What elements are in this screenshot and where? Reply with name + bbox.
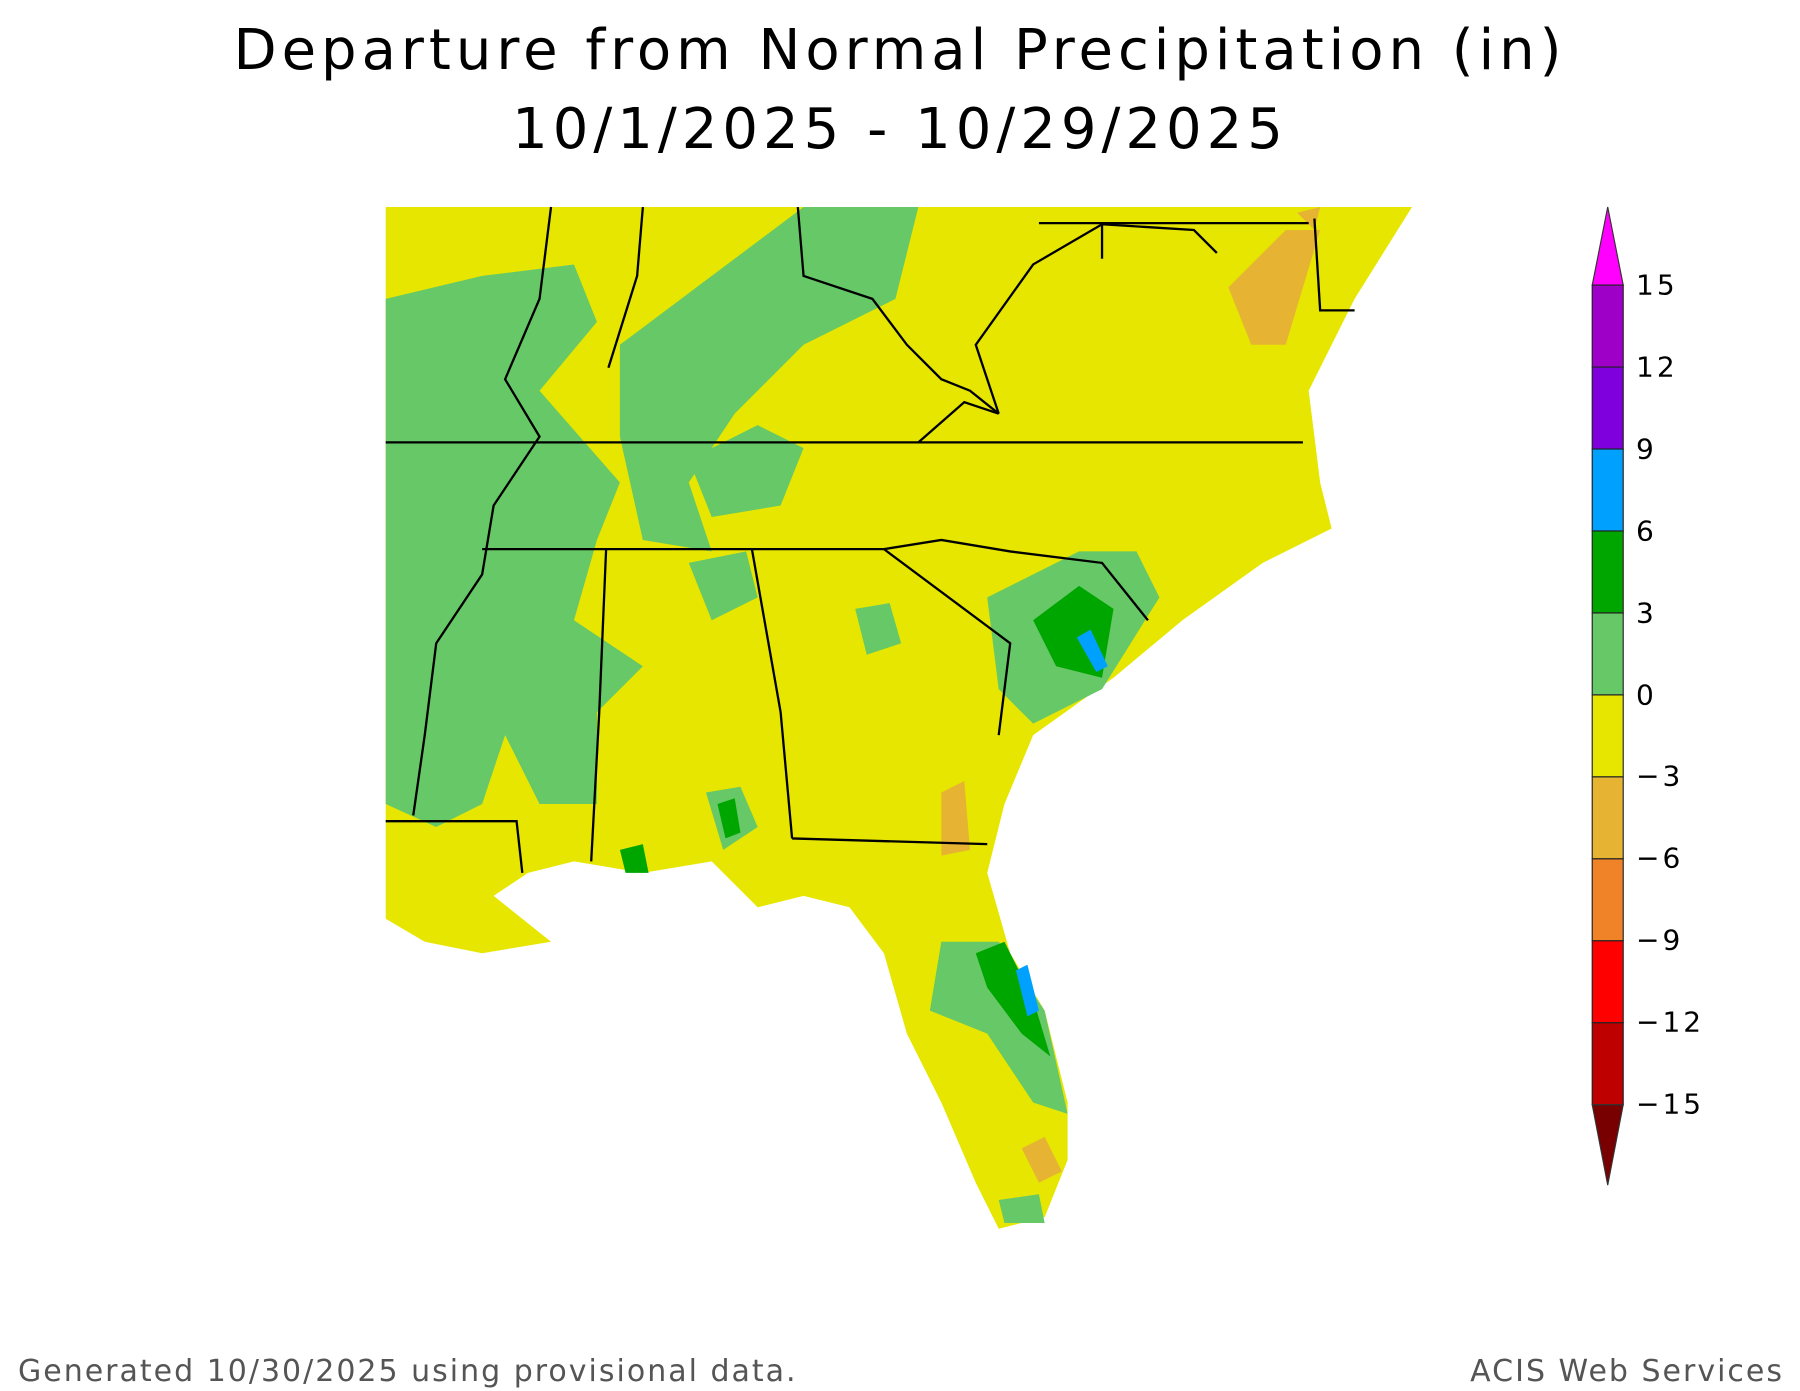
blue-region-florida bbox=[1015, 964, 1039, 1017]
green-region-georgia bbox=[855, 603, 902, 655]
orange-region-maryland bbox=[1228, 230, 1321, 345]
colorbar-tick-label: 6 bbox=[1636, 514, 1657, 548]
colorbar-tick-label: −6 bbox=[1636, 841, 1684, 875]
orange-region-south-florida bbox=[1021, 1136, 1062, 1183]
border-ga-fl bbox=[792, 837, 988, 846]
colorbar-tick-label: −15 bbox=[1636, 1087, 1705, 1121]
colorbar-tick-label: 3 bbox=[1636, 596, 1657, 630]
colorbar-bin bbox=[1591, 858, 1624, 942]
colorbar-tick-label: −12 bbox=[1636, 1005, 1705, 1039]
green-region-south-florida bbox=[998, 1194, 1045, 1223]
green-region-west bbox=[385, 264, 643, 827]
border-nc-sc bbox=[883, 538, 1149, 622]
colorbar-bin bbox=[1591, 284, 1624, 368]
colorbar-bin bbox=[1591, 366, 1624, 450]
border-va-ky bbox=[917, 400, 1000, 444]
colorbar-tick-label: −9 bbox=[1636, 923, 1684, 957]
colorbar-tick-label: −3 bbox=[1636, 759, 1684, 793]
colorbar-bin bbox=[1591, 530, 1624, 614]
source-credit: ACIS Web Services bbox=[1470, 1354, 1784, 1389]
border-la-ms bbox=[385, 820, 524, 873]
border-mississippi-river bbox=[412, 206, 553, 816]
border-de bbox=[1313, 218, 1355, 312]
colorbar-tick-label: 12 bbox=[1636, 350, 1678, 384]
colorbar-bin bbox=[1591, 940, 1624, 1024]
border-oh-ky bbox=[796, 206, 1000, 415]
colorbar-tick-label: 15 bbox=[1636, 268, 1678, 302]
border-ga-sc bbox=[883, 548, 1012, 736]
darkgreen-region-mobile bbox=[619, 844, 649, 873]
colorbar-bin bbox=[1591, 1022, 1624, 1106]
border-ms-al bbox=[590, 549, 608, 862]
border-al-ga bbox=[750, 548, 794, 839]
border-il-in bbox=[607, 206, 645, 369]
green-region-florida bbox=[929, 941, 1068, 1114]
blue-region-sc bbox=[1076, 629, 1108, 672]
green-region-tennessee bbox=[688, 425, 804, 517]
darkgreen-region-florida bbox=[975, 941, 1051, 1057]
colorbar-bin bbox=[1591, 448, 1624, 532]
colorbar-bin bbox=[1591, 612, 1624, 696]
chart-subtitle: 10/1/2025 - 10/29/2025 bbox=[512, 97, 1288, 162]
darkgreen-region-panhandle bbox=[717, 798, 741, 839]
colorbar-bin bbox=[1591, 694, 1624, 778]
colorbar-arrow-top bbox=[1591, 206, 1624, 286]
colorbar-bin bbox=[1591, 776, 1624, 860]
colorbar-tick-label: 0 bbox=[1636, 678, 1657, 711]
generated-note: Generated 10/30/2025 using provisional d… bbox=[18, 1354, 798, 1389]
green-region-alabama bbox=[688, 551, 758, 621]
colorbar-arrow-bottom bbox=[1591, 1104, 1624, 1186]
border-wv bbox=[974, 223, 1218, 415]
chart-title: Departure from Normal Precipitation (in) bbox=[233, 18, 1567, 83]
orange-region-georgia bbox=[941, 781, 971, 856]
colorbar-tick-label: 9 bbox=[1636, 432, 1657, 466]
